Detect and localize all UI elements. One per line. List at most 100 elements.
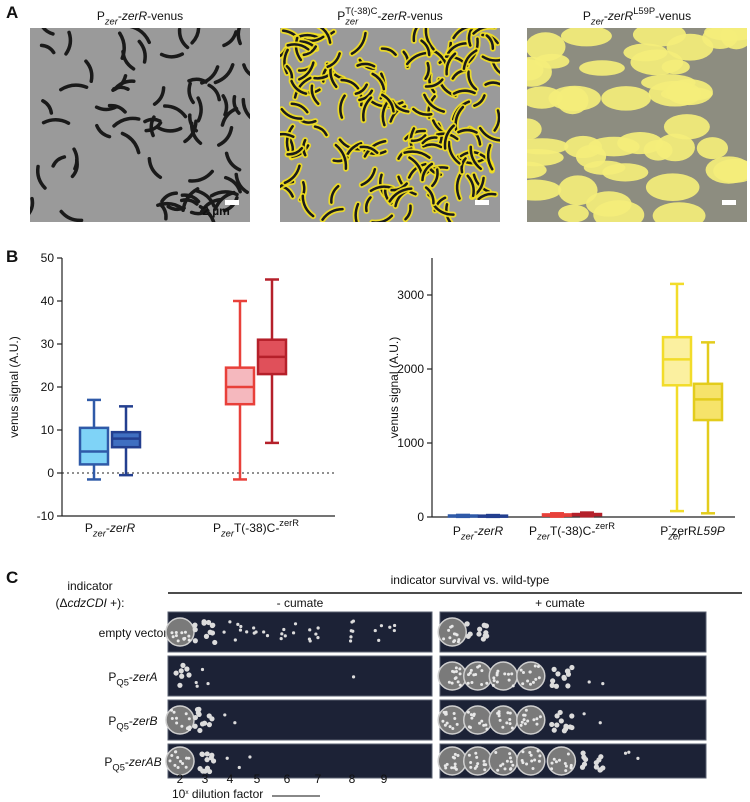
colony: [293, 622, 298, 626]
cell: [181, 187, 200, 213]
cell: [339, 94, 346, 119]
cell: [319, 28, 332, 44]
cell: [302, 45, 318, 57]
colony: [254, 630, 258, 634]
colony: [496, 711, 500, 715]
colony: [225, 756, 229, 760]
scale-bar: [722, 200, 736, 205]
colony: [187, 634, 191, 638]
cell: [222, 30, 238, 48]
colony: [182, 637, 186, 641]
colony: [492, 679, 496, 683]
cell-fluor: [558, 204, 589, 222]
cell: [424, 186, 435, 205]
y-tick-label: 0: [47, 466, 54, 480]
colony: [551, 727, 557, 733]
colony: [497, 714, 501, 718]
colony: [186, 672, 192, 678]
colony: [448, 636, 452, 640]
label-part: empty vector: [99, 626, 168, 640]
colony: [532, 718, 536, 722]
colony: [445, 721, 449, 725]
cell: [404, 204, 412, 221]
colony: [535, 722, 539, 726]
colony: [526, 679, 530, 683]
label-part: zerA: [132, 670, 158, 684]
colony: [538, 715, 542, 719]
label-part: -: [604, 9, 608, 23]
colony: [197, 727, 203, 734]
cell-fluor: [588, 136, 640, 157]
cell: [217, 126, 234, 147]
cell: [120, 131, 141, 155]
colony: [206, 619, 212, 626]
cell: [147, 156, 163, 180]
cell: [371, 214, 394, 222]
label: 10x dilution factor: [172, 787, 263, 801]
label-part: -: [377, 9, 381, 23]
cell: [424, 78, 444, 88]
label-part: -: [125, 755, 129, 769]
cell: [234, 172, 249, 194]
colony: [173, 670, 179, 676]
label-part: zer: [104, 16, 119, 26]
y-tick-label: 3000: [397, 288, 424, 302]
colony: [523, 713, 527, 717]
colony: [480, 682, 484, 686]
colony: [475, 764, 479, 768]
label-part: Q5: [112, 762, 124, 772]
colony: [503, 672, 507, 676]
colony: [210, 622, 216, 628]
colony: [480, 669, 484, 673]
cell: [493, 109, 500, 132]
dilution: 3: [202, 772, 209, 786]
colony: [483, 630, 489, 636]
colony-spot: [516, 661, 546, 691]
colony: [170, 717, 174, 721]
cell: [359, 145, 379, 154]
colony: [308, 639, 312, 643]
scale-bar: [475, 200, 489, 205]
colony: [476, 631, 482, 637]
colony: [477, 626, 483, 632]
cell: [280, 107, 303, 120]
colony: [509, 760, 513, 764]
colony: [511, 763, 515, 767]
colony: [209, 752, 215, 758]
colony: [233, 721, 237, 725]
colony: [204, 757, 210, 763]
cell: [354, 202, 360, 222]
colony: [174, 750, 178, 754]
cell: [84, 59, 94, 84]
colony-spot: [516, 705, 546, 735]
colony: [558, 718, 564, 724]
colony: [262, 630, 266, 634]
colony: [192, 714, 198, 721]
colony: [168, 759, 172, 763]
colony: [179, 673, 185, 679]
y-tick-label: 20: [41, 380, 55, 394]
cell: [358, 89, 374, 102]
cell: [162, 104, 188, 119]
colony: [279, 637, 283, 641]
colony-spot: [488, 746, 518, 776]
dilution: 9: [381, 772, 388, 786]
colony: [478, 721, 482, 725]
micrograph-bg: [30, 28, 250, 222]
colony: [534, 677, 538, 681]
colony: [458, 672, 462, 676]
cell: [310, 84, 320, 105]
colony: [550, 678, 556, 684]
cell: [59, 209, 84, 222]
colony: [520, 720, 524, 724]
label-part: zer: [460, 531, 475, 541]
colony: [524, 708, 528, 712]
colony: [537, 676, 541, 680]
label-part: -venus: [147, 9, 183, 23]
cell: [209, 190, 239, 198]
cell: [207, 83, 221, 102]
colony: [467, 631, 473, 637]
header: indicator survival vs. wild-type: [391, 573, 550, 587]
cell: [403, 150, 431, 159]
colony: [474, 751, 478, 755]
